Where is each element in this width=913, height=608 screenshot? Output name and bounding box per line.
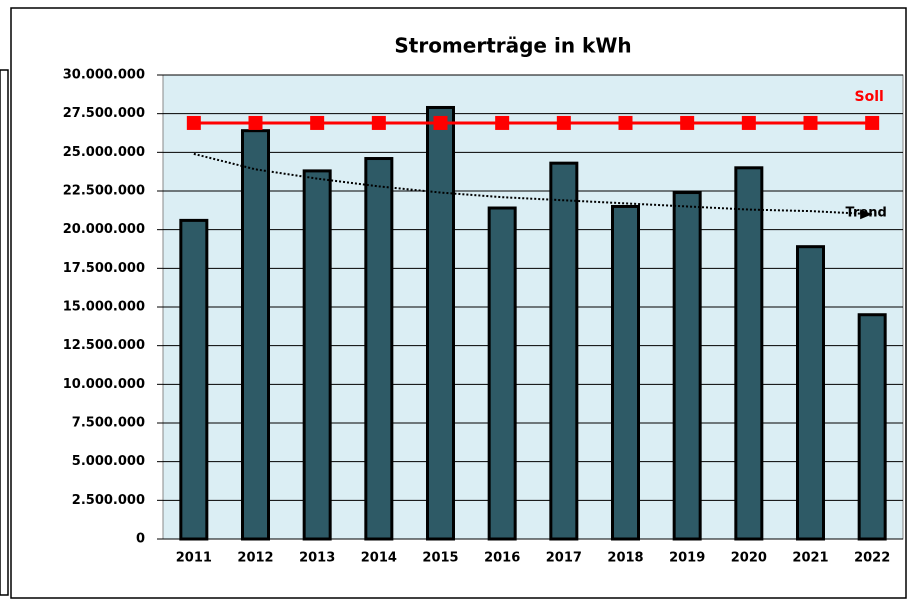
y-tick-label: 10.000.000 bbox=[63, 377, 145, 392]
y-tick-label: 17.500.000 bbox=[63, 261, 145, 276]
x-tick-label: 2016 bbox=[484, 551, 520, 566]
soll-marker bbox=[680, 115, 695, 130]
bar bbox=[364, 157, 394, 541]
side-frame bbox=[0, 69, 9, 596]
y-tick-label: 22.500.000 bbox=[63, 184, 145, 199]
soll-marker bbox=[618, 115, 633, 130]
y-tick-label: 15.000.000 bbox=[63, 300, 145, 315]
soll-marker bbox=[248, 115, 263, 130]
soll-marker bbox=[495, 115, 510, 130]
bar bbox=[611, 204, 640, 541]
trend-line bbox=[193, 152, 873, 216]
y-tick-label: 12.500.000 bbox=[63, 338, 145, 353]
soll-marker bbox=[741, 115, 756, 130]
x-tick-label: 2015 bbox=[422, 551, 458, 566]
soll-marker bbox=[556, 115, 571, 130]
soll-marker bbox=[310, 115, 325, 130]
bar bbox=[857, 313, 887, 541]
x-tick-label: 2019 bbox=[669, 551, 705, 566]
soll-marker bbox=[865, 115, 880, 130]
bar bbox=[426, 105, 455, 541]
y-tick-label: 5.000.000 bbox=[72, 454, 145, 469]
x-tick-label: 2020 bbox=[731, 551, 767, 566]
soll-marker bbox=[371, 115, 386, 130]
chart-title: Stromerträge in kWh bbox=[394, 34, 631, 58]
soll-marker bbox=[433, 115, 448, 130]
x-tick-label: 2011 bbox=[176, 551, 212, 566]
x-tick-label: 2013 bbox=[299, 551, 335, 566]
bar bbox=[734, 166, 764, 541]
bar bbox=[487, 206, 517, 541]
x-tick-label: 2012 bbox=[237, 551, 273, 566]
trend-arrow bbox=[860, 209, 873, 220]
trend-label: Trend bbox=[846, 206, 887, 221]
bar bbox=[672, 191, 702, 541]
y-tick-label: 7.500.000 bbox=[72, 416, 145, 431]
y-tick-label: 25.000.000 bbox=[63, 145, 145, 160]
x-tick-label: 2014 bbox=[361, 551, 397, 566]
x-tick-label: 2021 bbox=[792, 551, 828, 566]
x-tick-label: 2018 bbox=[607, 551, 643, 566]
bar bbox=[302, 169, 332, 541]
bar bbox=[241, 129, 270, 541]
bar bbox=[179, 218, 209, 541]
soll-marker bbox=[186, 115, 201, 130]
x-tick-label: 2022 bbox=[854, 551, 890, 566]
bar bbox=[549, 161, 579, 541]
bar bbox=[796, 245, 825, 541]
y-tick-label: 20.000.000 bbox=[63, 222, 145, 237]
y-tick-label: 30.000.000 bbox=[63, 68, 145, 83]
y-tick-label: 0 bbox=[136, 532, 145, 547]
soll-marker bbox=[803, 115, 818, 130]
soll-label: Soll bbox=[855, 89, 884, 105]
y-tick-label: 27.500.000 bbox=[63, 106, 145, 121]
y-tick-label: 2.500.000 bbox=[72, 493, 145, 508]
x-tick-label: 2017 bbox=[546, 551, 582, 566]
